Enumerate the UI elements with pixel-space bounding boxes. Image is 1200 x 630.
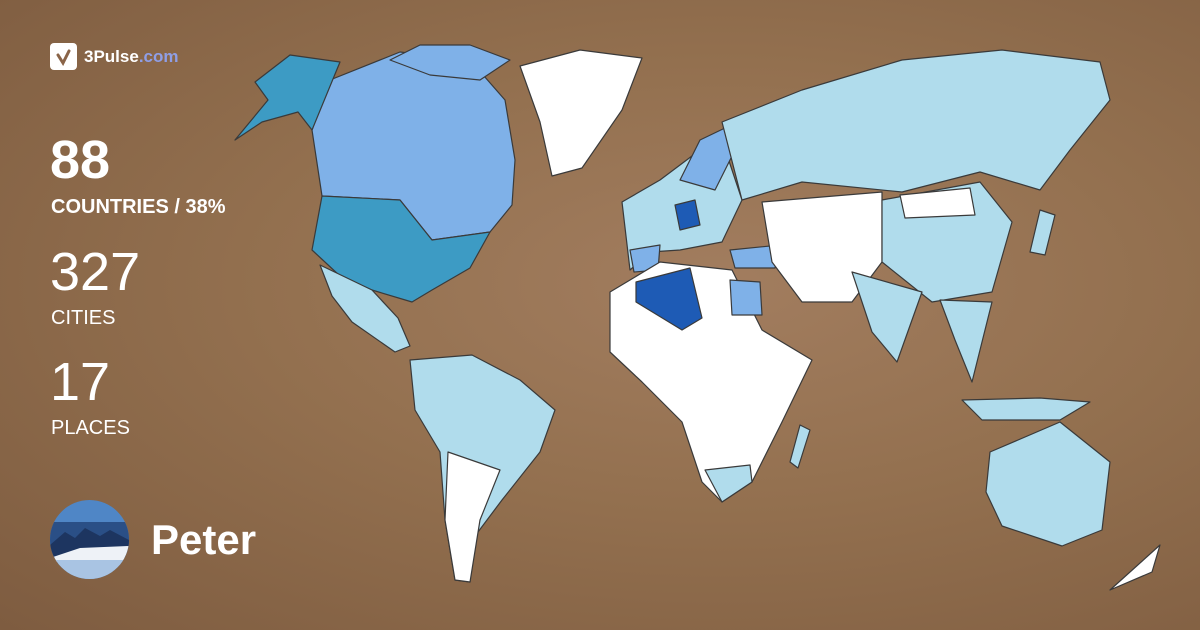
region-south-africa[interactable] <box>704 464 753 503</box>
region-turkey[interactable] <box>729 244 781 269</box>
region-germany[interactable] <box>674 199 701 231</box>
brand-name: 3Pulse.com <box>84 47 179 67</box>
region-madagascar[interactable] <box>789 424 811 469</box>
places-count: 17 <box>50 352 111 412</box>
region-russia[interactable] <box>721 49 1111 201</box>
region-indonesia[interactable] <box>961 397 1091 421</box>
checkmark-logo-icon <box>50 43 77 70</box>
region-southeast-asia[interactable] <box>939 299 993 383</box>
region-usa[interactable] <box>311 195 491 303</box>
region-egypt[interactable] <box>729 279 763 316</box>
cities-count: 327 <box>50 242 141 302</box>
brand-logo: 3Pulse.com <box>50 43 179 70</box>
region-southern-cone[interactable] <box>444 451 501 583</box>
countries-label: COUNTRIES / 38% <box>51 196 226 218</box>
region-mexico[interactable] <box>319 264 411 353</box>
user-profile: Peter <box>50 500 256 579</box>
places-label: PLACES <box>51 417 130 439</box>
region-new-zealand[interactable] <box>1109 544 1161 591</box>
region-algeria[interactable] <box>635 267 703 331</box>
cities-label: CITIES <box>51 307 116 329</box>
brand-main: 3Pulse <box>84 46 139 66</box>
region-india[interactable] <box>851 271 923 363</box>
region-australia[interactable] <box>985 421 1111 547</box>
region-mongolia[interactable] <box>899 187 976 219</box>
brand-domain: .com <box>138 46 179 66</box>
region-alaska[interactable] <box>234 54 341 141</box>
region-central-asia[interactable] <box>761 191 883 303</box>
region-canadian-islands[interactable] <box>389 44 511 81</box>
region-greenland[interactable] <box>519 49 643 177</box>
region-japan[interactable] <box>1029 209 1056 256</box>
countries-count: 88 <box>50 130 111 190</box>
avatar <box>50 500 129 579</box>
user-name: Peter <box>151 515 257 563</box>
